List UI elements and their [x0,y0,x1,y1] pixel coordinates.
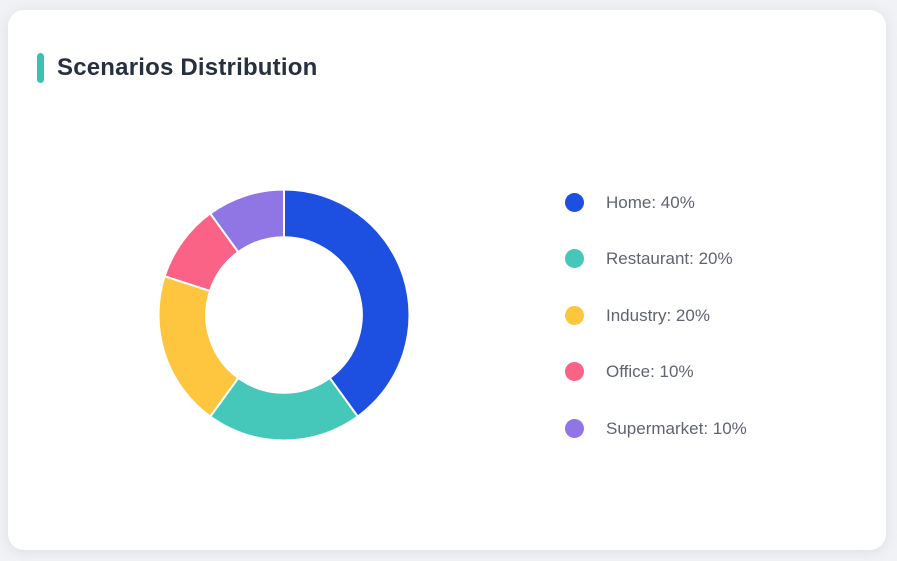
legend-dot-icon [565,418,584,438]
legend-dot-icon [565,362,584,381]
legend-label: Supermarket: 10% [606,418,747,438]
donut-chart-svg [157,188,411,442]
legend-label: Home: 40% [606,192,695,212]
donut-chart [154,185,414,445]
card-header: Scenarios Distribution [37,53,317,83]
legend-label: Restaurant: 20% [606,249,733,268]
donut-segment-home[interactable] [283,188,411,418]
legend-item-restaurant[interactable]: Restaurant: 20% [565,245,747,273]
legend-item-home[interactable]: Home: 40% [565,188,747,216]
chart-legend: Home: 40% Restaurant: 20% Industry: 20% Off… [565,188,747,442]
legend-label: Office: 10% [606,362,694,381]
card-title: Scenarios Distribution [57,54,318,81]
legend-dot-icon [565,192,584,212]
legend-item-industry[interactable]: Industry: 20% [565,301,747,329]
donut-segment-industry[interactable] [157,275,240,418]
legend-item-office[interactable]: Office: 10% [565,358,747,386]
legend-dot-icon [565,249,584,268]
legend-label: Industry: 20% [606,305,710,325]
title-accent-bar [37,53,44,83]
legend-dot-icon [565,305,584,325]
donut-segment-supermarket[interactable] [209,188,285,254]
legend-item-supermarket[interactable]: Supermarket: 10% [565,414,747,442]
scenarios-distribution-card: Scenarios Distribution Home: 40% Restaura… [8,10,886,550]
